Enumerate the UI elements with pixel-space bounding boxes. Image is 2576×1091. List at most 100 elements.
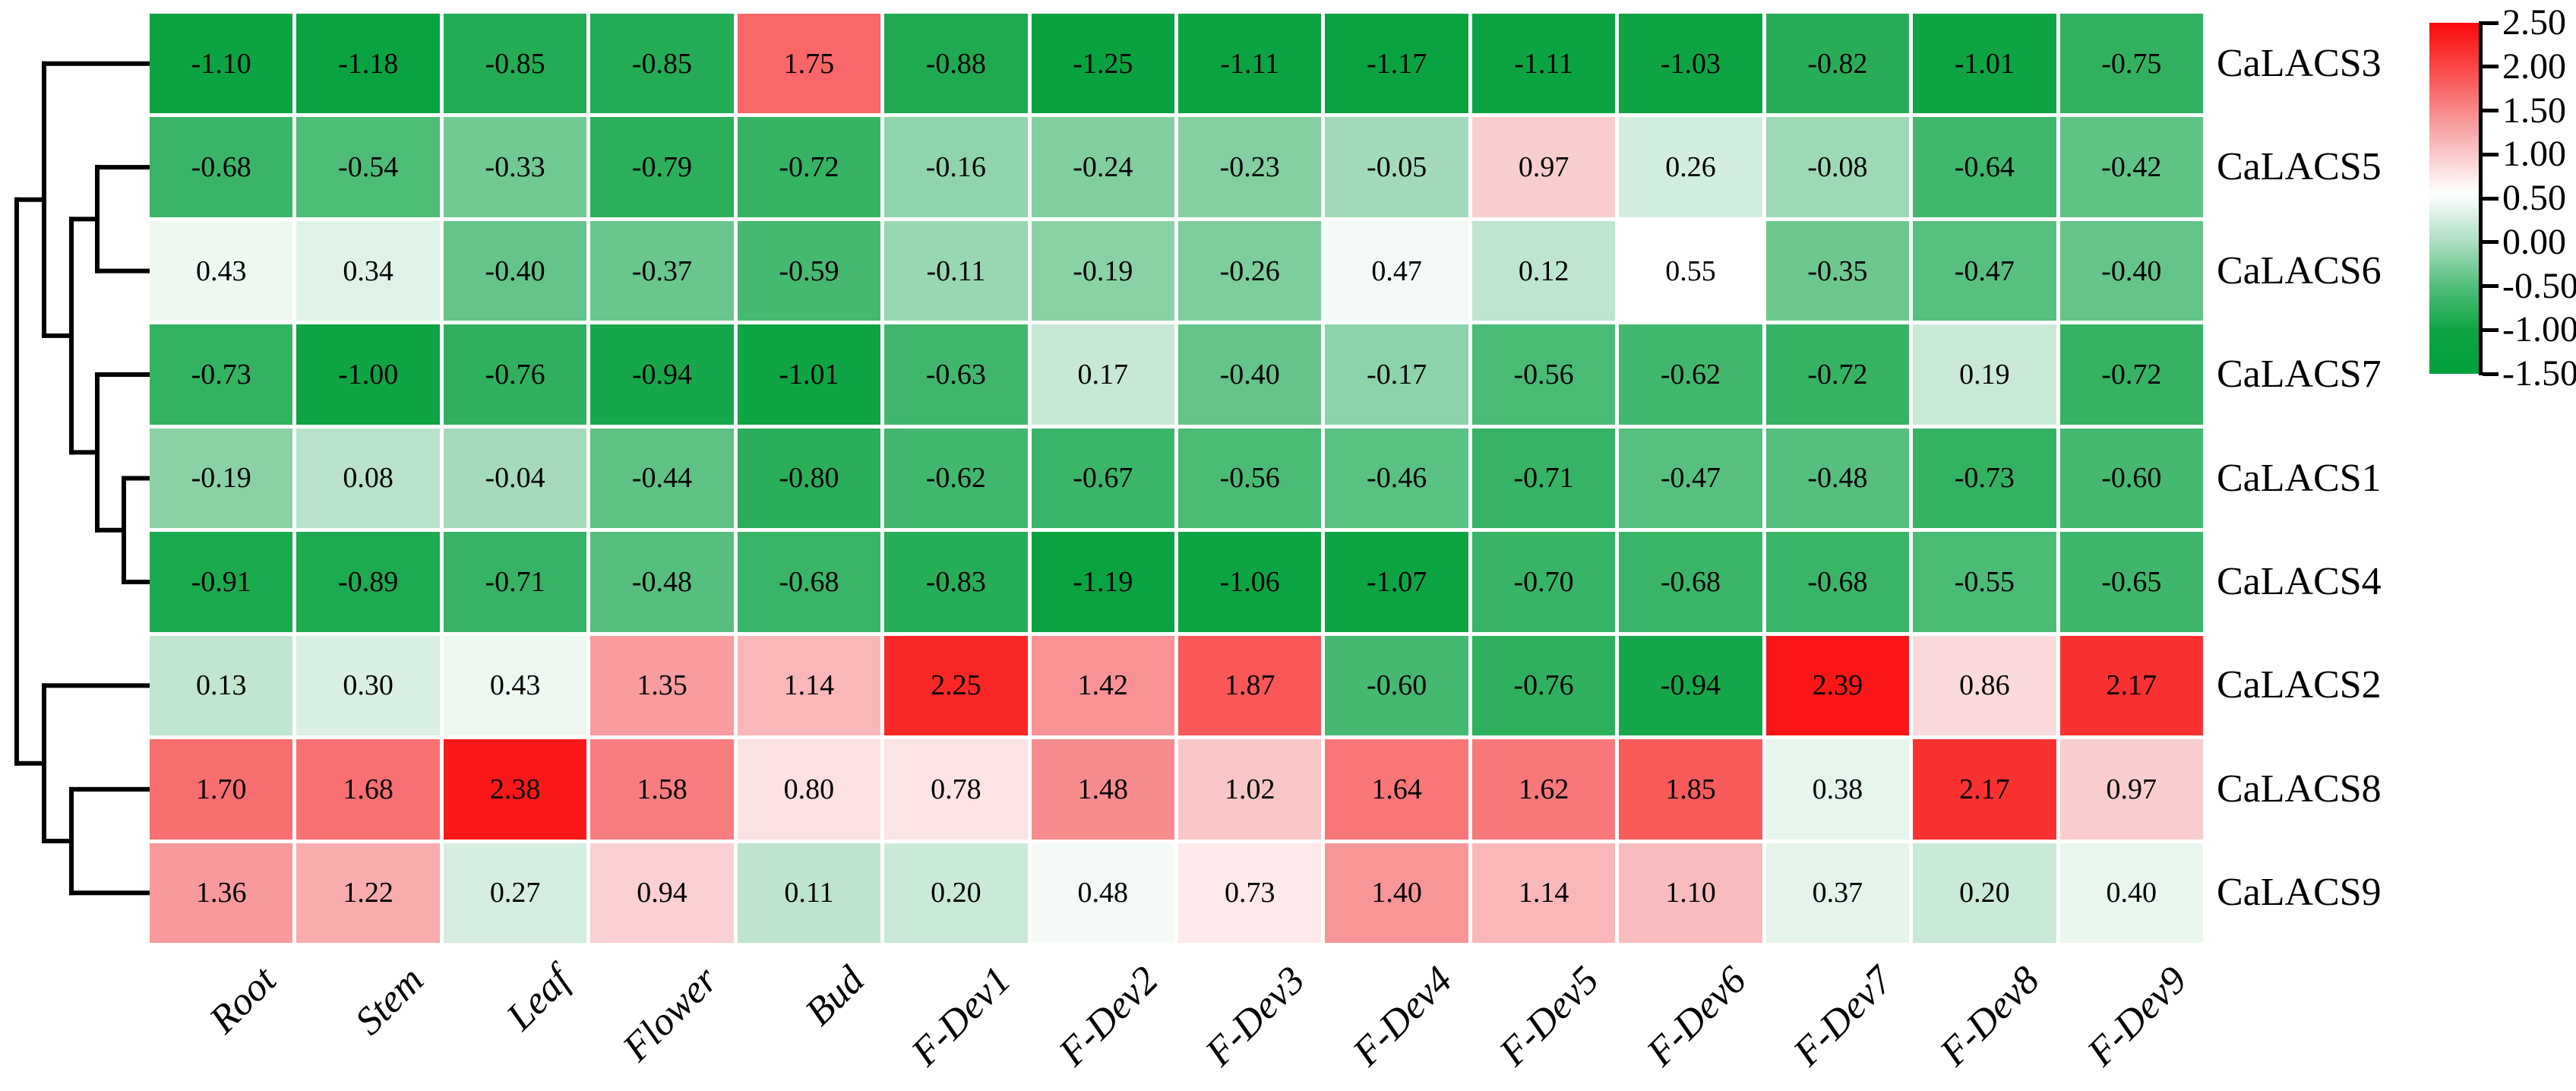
colorbar-tick-label--1.00: -1.00 [2502,309,2576,350]
heatmap-cell-CaLACS8-F-Dev8: 2.17 [1913,739,2056,840]
row-label-CaLACS9: CaLACS9 [2217,871,2382,915]
heatmap-cell-CaLACS9-F-Dev3: 0.73 [1178,843,1322,943]
heatmap-cell-CaLACS1-F-Dev4: -0.46 [1325,428,1468,529]
heatmap-cell-CaLACS5-F-Dev9: -0.42 [2059,117,2203,217]
heatmap-cell-CaLACS7-F-Dev2: 0.17 [1031,324,1174,425]
heatmap-cell-CaLACS6-F-Dev4: 0.47 [1325,220,1468,321]
heatmap-cell-CaLACS4-F-Dev6: -0.68 [1619,532,1762,632]
heatmap-cell-CaLACS3-Leaf: -0.85 [443,14,587,114]
heatmap-cell-CaLACS7-F-Dev4: -0.17 [1325,324,1468,425]
heatmap-cell-CaLACS6-Leaf: -0.40 [443,220,587,321]
heatmap-cell-CaLACS6-Flower: -0.37 [590,220,734,321]
heatmap-cell-CaLACS7-Stem: -1.00 [296,324,440,425]
heatmap-cell-CaLACS9-F-Dev6: 1.10 [1619,843,1762,943]
heatmap-cell-CaLACS2-F-Dev3: 1.87 [1178,635,1322,736]
colorbar-tick-label-1.00: 1.00 [2502,134,2566,175]
heatmap-cell-CaLACS6-F-Dev3: -0.26 [1178,220,1322,321]
heatmap-cell-CaLACS3-F-Dev8: -1.01 [1913,14,2056,114]
heatmap-cell-CaLACS5-F-Dev3: -0.23 [1178,117,1322,217]
heatmap-cell-CaLACS6-Stem: 0.34 [296,220,440,321]
heatmap-cell-CaLACS7-Root: -0.73 [150,324,293,425]
heatmap-cell-CaLACS7-F-Dev7: -0.72 [1765,324,1910,425]
colorbar-tick-1.00 [2483,152,2499,157]
heatmap-cell-CaLACS7-F-Dev9: -0.72 [2059,324,2203,425]
colorbar-gradient [2429,23,2480,374]
heatmap-cell-CaLACS8-Root: 1.70 [150,739,293,840]
colorbar-tick-0.50 [2483,196,2499,201]
heatmap-cell-CaLACS6-F-Dev8: -0.47 [1913,220,2056,321]
colorbar-tick-1.50 [2483,109,2499,112]
heatmap-cell-CaLACS6-F-Dev7: -0.35 [1765,220,1910,321]
heatmap-cell-CaLACS2-F-Dev2: 1.42 [1031,635,1174,736]
heatmap-cell-CaLACS3-F-Dev1: -0.88 [884,14,1028,114]
heatmap-cell-CaLACS1-F-Dev5: -0.71 [1471,428,1616,529]
heatmap-cell-CaLACS7-F-Dev3: -0.40 [1178,324,1322,425]
heatmap-cell-CaLACS2-F-Dev9: 2.17 [2059,635,2203,736]
heatmap-cell-CaLACS3-F-Dev4: -1.17 [1325,14,1468,114]
colorbar-axis [2479,21,2483,375]
heatmap-cell-CaLACS5-Stem: -0.54 [296,117,440,217]
colorbar-tick-0.00 [2483,240,2499,245]
heatmap-cell-CaLACS1-F-Dev3: -0.56 [1178,428,1322,529]
colorbar-tick-label-2.00: 2.00 [2502,46,2566,87]
row-dendrogram [14,61,152,896]
heatmap-cell-CaLACS8-Bud: 0.80 [737,739,881,840]
heatmap-cell-CaLACS2-Flower: 1.35 [590,635,734,736]
heatmap-cell-CaLACS5-Flower: -0.79 [590,117,734,217]
heatmap-cell-CaLACS8-F-Dev6: 1.85 [1619,739,1762,840]
column-label-Root: Root [201,958,285,1042]
heatmap-cell-CaLACS4-F-Dev8: -0.55 [1913,532,2056,632]
heatmap-cell-CaLACS5-Leaf: -0.33 [443,117,587,217]
heatmap-cell-CaLACS9-F-Dev8: 0.20 [1913,843,2056,943]
heatmap-cell-CaLACS4-Bud: -0.68 [737,532,881,632]
heatmap-cell-CaLACS1-Root: -0.19 [150,428,293,529]
heatmap-cell-CaLACS4-F-Dev3: -1.06 [1178,532,1322,632]
heatmap-cell-CaLACS8-F-Dev7: 0.38 [1765,739,1910,840]
row-label-CaLACS2: CaLACS2 [2217,663,2382,707]
heatmap-cell-CaLACS6-F-Dev5: 0.12 [1471,220,1616,321]
heatmap-cell-CaLACS1-Bud: -0.80 [737,428,881,529]
heatmap-cell-CaLACS2-Leaf: 0.43 [443,635,587,736]
heatmap-cell-CaLACS9-F-Dev1: 0.20 [884,843,1028,943]
heatmap-cell-CaLACS4-F-Dev2: -1.19 [1031,532,1174,632]
heatmap-cell-CaLACS7-Bud: -1.01 [737,324,881,425]
heatmap-cell-CaLACS4-F-Dev7: -0.68 [1765,532,1910,632]
heatmap-cell-CaLACS8-F-Dev5: 1.62 [1471,739,1616,840]
row-label-CaLACS6: CaLACS6 [2217,248,2382,293]
colorbar-tick-label-0.50: 0.50 [2502,178,2566,218]
row-label-CaLACS5: CaLACS5 [2217,145,2382,189]
colorbar-tick-label-2.50: 2.50 [2502,2,2566,43]
heatmap-cell-CaLACS9-F-Dev2: 0.48 [1031,843,1174,943]
heatmap-cell-CaLACS9-Leaf: 0.27 [443,843,587,943]
heatmap-cell-CaLACS4-Root: -0.91 [150,532,293,632]
colorbar-tick-label-1.50: 1.50 [2502,90,2566,131]
colorbar-tick-label--0.50: -0.50 [2502,265,2576,306]
heatmap-cell-CaLACS4-F-Dev1: -0.83 [884,532,1028,632]
row-label-CaLACS4: CaLACS4 [2217,559,2382,603]
heatmap-cell-CaLACS9-Flower: 0.94 [590,843,734,943]
heatmap-cell-CaLACS5-F-Dev7: -0.08 [1765,117,1910,217]
heatmap-cell-CaLACS9-Bud: 0.11 [737,843,881,943]
heatmap-cell-CaLACS3-Bud: 1.75 [737,14,881,114]
heatmap-cell-CaLACS2-F-Dev7: 2.39 [1765,635,1910,736]
heatmap-cell-CaLACS7-F-Dev5: -0.56 [1471,324,1616,425]
heatmap-cell-CaLACS3-F-Dev3: -1.11 [1178,14,1322,114]
heatmap-cell-CaLACS6-F-Dev2: -0.19 [1031,220,1174,321]
heatmap-cell-CaLACS7-F-Dev6: -0.62 [1619,324,1762,425]
heatmap-cell-CaLACS1-F-Dev7: -0.48 [1765,428,1910,529]
heatmap-cell-CaLACS3-F-Dev2: -1.25 [1031,14,1174,114]
heatmap-cell-CaLACS6-Bud: -0.59 [737,220,881,321]
heatmap-cell-CaLACS4-F-Dev9: -0.65 [2059,532,2203,632]
colorbar-tick--1.00 [2483,327,2499,332]
heatmap-cell-CaLACS1-Leaf: -0.04 [443,428,587,529]
heatmap-cell-CaLACS8-F-Dev4: 1.64 [1325,739,1468,840]
heatmap-cell-CaLACS9-F-Dev9: 0.40 [2059,843,2203,943]
heatmap-cell-CaLACS7-Flower: -0.94 [590,324,734,425]
heatmap-cell-CaLACS9-Stem: 1.22 [296,843,440,943]
heatmap-cell-CaLACS6-F-Dev6: 0.55 [1619,220,1762,321]
heatmap-cell-CaLACS9-Root: 1.36 [150,843,293,943]
colorbar-tick-2.50 [2483,21,2499,25]
heatmap-cell-CaLACS3-F-Dev6: -1.03 [1619,14,1762,114]
heatmap-cell-CaLACS8-F-Dev9: 0.97 [2059,739,2203,840]
